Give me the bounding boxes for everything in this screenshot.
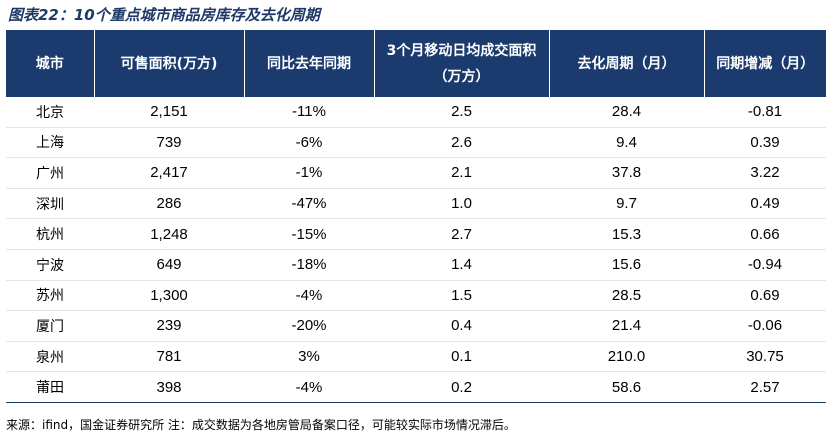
table-row: 泉州 781 3% 0.1 210.0 30.75 <box>6 341 826 373</box>
value-cell: -0.81 <box>704 97 826 128</box>
value-cell: 1,300 <box>94 280 244 312</box>
value-cell: -15% <box>244 218 374 250</box>
value-cell: 3.22 <box>704 157 826 189</box>
value-cell: 1.4 <box>374 249 549 281</box>
value-cell: 28.5 <box>549 280 704 312</box>
header-cell: 3个月移动日均成交面积（万方） <box>373 30 549 97</box>
value-cell: -18% <box>244 249 374 281</box>
table-row: 苏州 1,300 -4% 1.5 28.5 0.69 <box>6 280 826 312</box>
header-cell: 同期增减（月） <box>703 30 826 97</box>
value-cell: 2.7 <box>374 218 549 250</box>
table-row: 广州 2,417 -1% 2.1 37.8 3.22 <box>6 157 826 189</box>
city-cell: 广州 <box>6 157 94 189</box>
table-row: 杭州 1,248 -15% 2.7 15.3 0.66 <box>6 218 826 250</box>
table: 城市 可售面积(万方) 同比去年同期 3个月移动日均成交面积（万方） 去化周期（月） 同期… <box>6 30 826 403</box>
value-cell: 398 <box>94 371 244 403</box>
value-cell: 58.6 <box>549 371 704 403</box>
value-cell: 9.4 <box>549 127 704 159</box>
value-cell: 1,248 <box>94 218 244 250</box>
value-cell: -11% <box>244 97 374 128</box>
value-cell: 286 <box>94 188 244 220</box>
value-cell: -1% <box>244 157 374 189</box>
city-cell: 上海 <box>6 127 94 159</box>
header-cell: 同比去年同期 <box>243 30 374 97</box>
value-cell: -0.06 <box>704 310 826 342</box>
value-cell: 0.49 <box>704 188 826 220</box>
header-cell: 可售面积(万方) <box>93 30 244 97</box>
value-cell: -4% <box>244 280 374 312</box>
table-row: 莆田 398 -4% 0.2 58.6 2.57 <box>6 371 826 403</box>
city-cell: 泉州 <box>6 341 94 373</box>
value-cell: 0.1 <box>374 341 549 373</box>
table-row: 上海 739 -6% 2.6 9.4 0.39 <box>6 127 826 159</box>
value-cell: 210.0 <box>549 341 704 373</box>
value-cell: 0.69 <box>704 280 826 312</box>
value-cell: 2,151 <box>94 97 244 128</box>
table-row: 厦门 239 -20% 0.4 21.4 -0.06 <box>6 310 826 342</box>
value-cell: 9.7 <box>549 188 704 220</box>
title: 图表22：10个重点城市商品房库存及去化周期 <box>8 6 320 24</box>
value-cell: 30.75 <box>704 341 826 373</box>
value-cell: 2.5 <box>374 97 549 128</box>
header-row: 城市 可售面积(万方) 同比去年同期 3个月移动日均成交面积（万方） 去化周期（月） 同期… <box>6 30 826 97</box>
value-cell: 1.5 <box>374 280 549 312</box>
value-cell: -47% <box>244 188 374 220</box>
table-row: 宁波 649 -18% 1.4 15.6 -0.94 <box>6 249 826 281</box>
value-cell: 739 <box>94 127 244 159</box>
value-cell: -4% <box>244 371 374 403</box>
value-cell: -0.94 <box>704 249 826 281</box>
city-cell: 北京 <box>6 97 94 128</box>
value-cell: -6% <box>244 127 374 159</box>
value-cell: 2.6 <box>374 127 549 159</box>
value-cell: 781 <box>94 341 244 373</box>
value-cell: 649 <box>94 249 244 281</box>
value-cell: 239 <box>94 310 244 342</box>
value-cell: 15.6 <box>549 249 704 281</box>
city-cell: 厦门 <box>6 310 94 342</box>
header-cell: 城市 <box>6 30 94 97</box>
table-row: 北京 2,151 -11% 2.5 28.4 -0.81 <box>6 97 826 128</box>
value-cell: 15.3 <box>549 218 704 250</box>
city-cell: 深圳 <box>6 188 94 220</box>
city-cell: 苏州 <box>6 280 94 312</box>
table-row: 深圳 286 -47% 1.0 9.7 0.49 <box>6 188 826 220</box>
value-cell: 0.66 <box>704 218 826 250</box>
value-cell: 0.4 <box>374 310 549 342</box>
value-cell: 2,417 <box>94 157 244 189</box>
value-cell: 28.4 <box>549 97 704 128</box>
city-cell: 宁波 <box>6 249 94 281</box>
value-cell: 21.4 <box>549 310 704 342</box>
value-cell: 0.2 <box>374 371 549 403</box>
value-cell: -20% <box>244 310 374 342</box>
city-cell: 杭州 <box>6 218 94 250</box>
value-cell: 3% <box>244 341 374 373</box>
table-body: 北京 2,151 -11% 2.5 28.4 -0.81 上海 739 -6% 2.6 9.4 0.3… <box>6 97 826 403</box>
value-cell: 0.39 <box>704 127 826 159</box>
value-cell: 1.0 <box>374 188 549 220</box>
value-cell: 2.1 <box>374 157 549 189</box>
header-cell: 去化周期（月） <box>548 30 704 97</box>
source-note: 来源：ifind，国金证券研究所 注：成交数据为各地房管局备案口径，可能较实际市… <box>6 418 516 432</box>
value-cell: 37.8 <box>549 157 704 189</box>
value-cell: 2.57 <box>704 371 826 403</box>
city-cell: 莆田 <box>6 371 94 403</box>
